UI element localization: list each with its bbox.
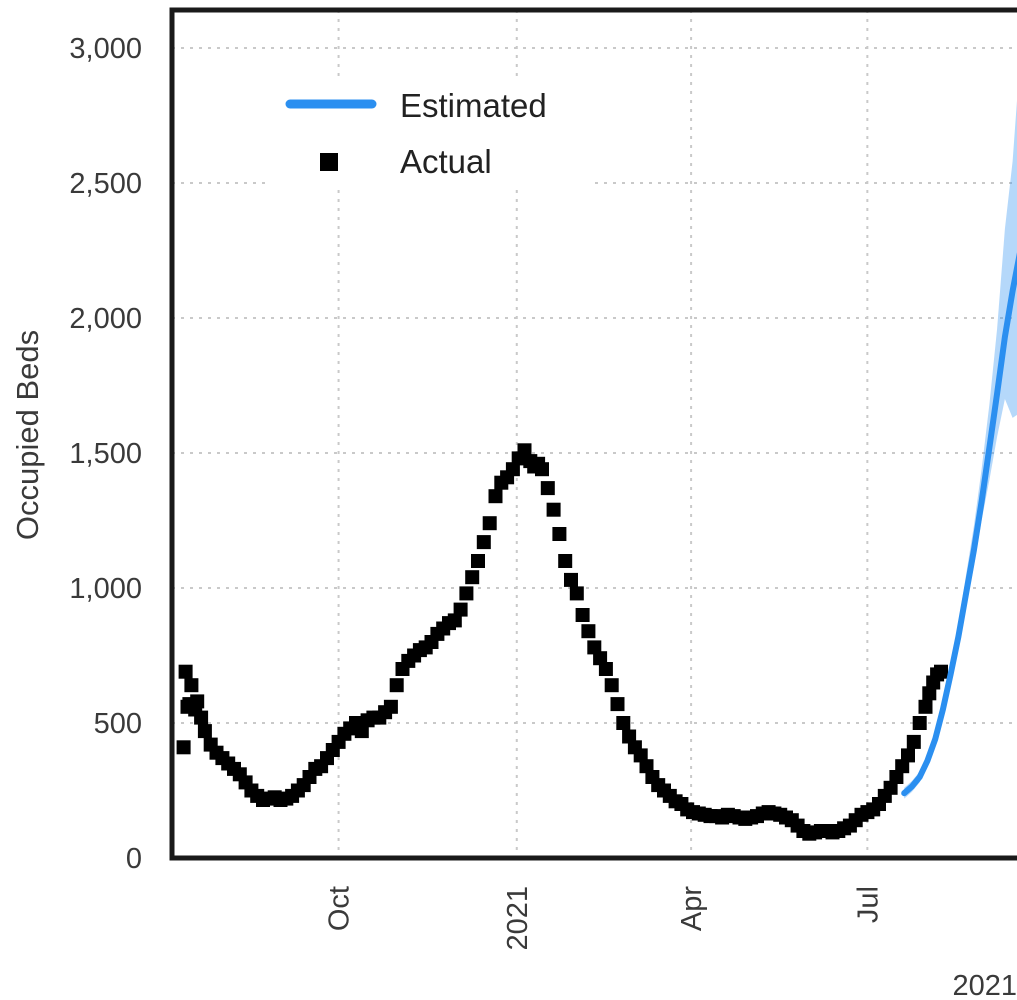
estimated-confidence-band <box>904 100 1017 799</box>
y-tick-label: 3,000 <box>69 33 142 65</box>
actual-point <box>383 699 398 714</box>
actual-point <box>194 710 209 725</box>
plot-frame <box>169 7 1017 861</box>
x-tick-label: Apr <box>676 886 708 931</box>
x-axis-tick-labels: Oct 2021 Apr Jul <box>324 886 885 951</box>
actual-point <box>604 678 619 693</box>
actual-point <box>934 664 948 679</box>
y-tick-label: 1,000 <box>69 573 142 605</box>
actual-point <box>569 586 584 601</box>
actual-point <box>552 527 567 541</box>
actual-point <box>575 608 590 622</box>
actual-point <box>912 716 927 730</box>
actual-point <box>482 516 497 531</box>
actual-point <box>178 664 193 679</box>
actual-point <box>633 748 648 763</box>
actual-point <box>593 651 608 666</box>
actual-point <box>535 462 549 477</box>
actual-point <box>906 734 921 749</box>
actual-point <box>476 535 491 550</box>
y-axis-title: Occupied Beds <box>10 330 45 540</box>
actual-point <box>447 613 462 628</box>
y-tick-label: 500 <box>94 708 142 740</box>
actual-point <box>471 554 485 568</box>
y-tick-label: 0 <box>126 843 142 875</box>
x-tick-label: 2021 <box>502 886 534 951</box>
actual-point <box>883 780 898 795</box>
legend-actual-swatch <box>320 153 338 171</box>
actual-point <box>895 759 910 774</box>
grid-lines <box>172 10 1017 858</box>
actual-point <box>505 462 520 477</box>
actual-point <box>190 694 205 709</box>
estimated-band-layer <box>904 100 1017 799</box>
y-tick-label: 1,500 <box>69 438 142 470</box>
actual-point <box>922 686 937 701</box>
actual-point <box>598 662 613 676</box>
actual-point <box>639 759 654 774</box>
legend-actual-label: Actual <box>400 143 492 180</box>
x-tick-label: Oct <box>324 886 356 931</box>
actual-point <box>488 489 503 504</box>
x-axis-title: 2021 <box>952 970 1017 1000</box>
actual-point <box>581 624 596 639</box>
actual-point <box>184 678 199 693</box>
actual-point <box>546 502 561 517</box>
actual-point <box>459 586 474 601</box>
actual-point <box>465 570 480 585</box>
actual-point <box>889 770 904 784</box>
actual-point <box>918 699 933 714</box>
y-tick-label: 2,500 <box>69 168 142 200</box>
actual-point <box>558 554 573 568</box>
actual-point <box>564 572 578 587</box>
actual-point <box>453 602 468 617</box>
actual-point <box>901 748 915 763</box>
y-tick-label: 2,000 <box>69 303 142 335</box>
estimated-line <box>901 252 1017 797</box>
actual-point <box>517 443 532 458</box>
legend: Estimated Actual <box>270 78 590 184</box>
legend-estimated-label: Estimated <box>400 87 547 124</box>
actual-point <box>354 724 369 739</box>
actual-point <box>197 724 212 739</box>
actual-point <box>176 740 191 755</box>
y-axis-tick-labels: 0 500 1,000 1,500 2,000 2,500 3,000 <box>69 33 142 875</box>
actual-point <box>587 640 602 655</box>
actual-point <box>622 729 637 744</box>
x-tick-label: Jul <box>852 886 884 923</box>
actual-point <box>540 481 555 496</box>
actual-point <box>610 697 625 712</box>
estimated-line-layer <box>901 252 1017 797</box>
actual-point <box>616 716 631 730</box>
actual-points-layer <box>176 443 948 841</box>
actual-point <box>389 678 404 693</box>
